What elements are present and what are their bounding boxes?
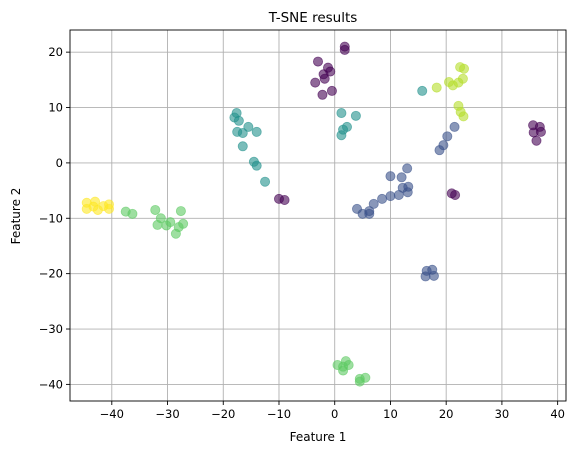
x-axis-label: Feature 1: [290, 430, 347, 444]
scatter-point-cluster-1: [428, 270, 439, 281]
y-tick-label: 10: [48, 101, 63, 115]
x-tick-label: 10: [383, 407, 398, 421]
scatter-point-cluster-4: [459, 63, 470, 74]
scatter-point-cluster-3: [354, 376, 365, 387]
scatter-point-cluster-0: [535, 126, 546, 137]
scatter-point-cluster-3: [152, 219, 163, 230]
scatter-point-cluster-0: [312, 56, 323, 67]
scatter-point-cluster-3: [175, 206, 186, 217]
scatter-point-cluster-0: [310, 77, 321, 88]
chart-title: T-SNE results: [268, 10, 358, 26]
scatter-point-cluster-0: [279, 194, 290, 205]
scatter-point-cluster-1: [385, 171, 396, 182]
y-axis-ticks: −40 −30 −20 −10 0 10 20: [39, 45, 70, 391]
scatter-point-cluster-1: [449, 121, 460, 132]
scatter-point-cluster-1: [420, 271, 431, 282]
grid-lines: [70, 30, 566, 401]
x-tick-label: 0: [331, 407, 338, 421]
plot-frame: [69, 29, 567, 402]
x-tick-label: 30: [495, 407, 510, 421]
x-tick-label: −30: [155, 407, 179, 421]
scatter-point-cluster-1: [368, 198, 379, 209]
scatter-point-cluster-2: [260, 176, 271, 187]
x-tick-label: 40: [550, 407, 565, 421]
scatter-point-cluster-4: [458, 111, 469, 122]
scatter-point-cluster-3: [150, 204, 161, 215]
scatter-point-cluster-1: [364, 208, 375, 219]
scatter-point-cluster-0: [339, 44, 350, 55]
scatter-point-cluster-5: [81, 203, 92, 214]
scatter-point-cluster-1: [434, 145, 445, 156]
x-tick-label: 20: [439, 407, 454, 421]
scatter-point-cluster-1: [396, 172, 407, 183]
scatter-point-cluster-0: [531, 135, 542, 146]
scatter-point-cluster-3: [170, 228, 181, 239]
scatter-point-cluster-0: [326, 85, 337, 96]
scatter-point-cluster-2: [417, 85, 428, 96]
scatter-point-cluster-2: [237, 127, 248, 138]
scatter-point-cluster-2: [233, 115, 244, 126]
x-tick-label: −20: [211, 407, 235, 421]
scatter-point-cluster-2: [336, 130, 347, 141]
scatter-point-cluster-3: [127, 208, 138, 219]
data-points: [81, 41, 546, 387]
x-tick-label: −40: [100, 407, 124, 421]
scatter-point-cluster-3: [165, 217, 176, 228]
y-tick-label: 0: [56, 156, 63, 170]
scatter-point-cluster-2: [341, 121, 352, 132]
scatter-point-cluster-0: [319, 73, 330, 84]
scatter-point-cluster-5: [104, 199, 115, 210]
scatter-point-cluster-0: [450, 190, 461, 201]
y-tick-label: −40: [39, 377, 63, 391]
scatter-point-cluster-4: [457, 73, 468, 84]
scatter-point-cluster-3: [338, 365, 349, 376]
x-tick-label: −10: [267, 407, 291, 421]
y-axis-label: Feature 2: [9, 188, 23, 245]
scatter-point-cluster-2: [251, 126, 262, 137]
scatter-point-cluster-4: [431, 82, 442, 93]
scatter-point-cluster-2: [350, 110, 361, 121]
scatter-point-cluster-3: [178, 218, 189, 229]
scatter-point-cluster-1: [442, 131, 453, 142]
scatter-point-cluster-2: [251, 160, 262, 171]
scatter-point-cluster-1: [402, 187, 413, 198]
x-axis-ticks: −40 −30 −20 −10 0 10 20 30 40: [100, 401, 565, 421]
y-tick-label: −10: [39, 211, 63, 225]
scatter-point-cluster-1: [377, 193, 388, 204]
y-tick-label: −30: [39, 322, 63, 336]
scatter-point-cluster-1: [385, 191, 396, 202]
scatter-point-cluster-2: [243, 121, 254, 132]
scatter-point-cluster-2: [336, 108, 347, 119]
scatter-point-cluster-2: [237, 141, 248, 152]
scatter-point-cluster-5: [92, 204, 103, 215]
y-tick-label: 20: [48, 45, 63, 59]
scatter-point-cluster-1: [402, 163, 413, 174]
scatter-point-cluster-0: [317, 89, 328, 100]
y-tick-label: −20: [39, 267, 63, 281]
